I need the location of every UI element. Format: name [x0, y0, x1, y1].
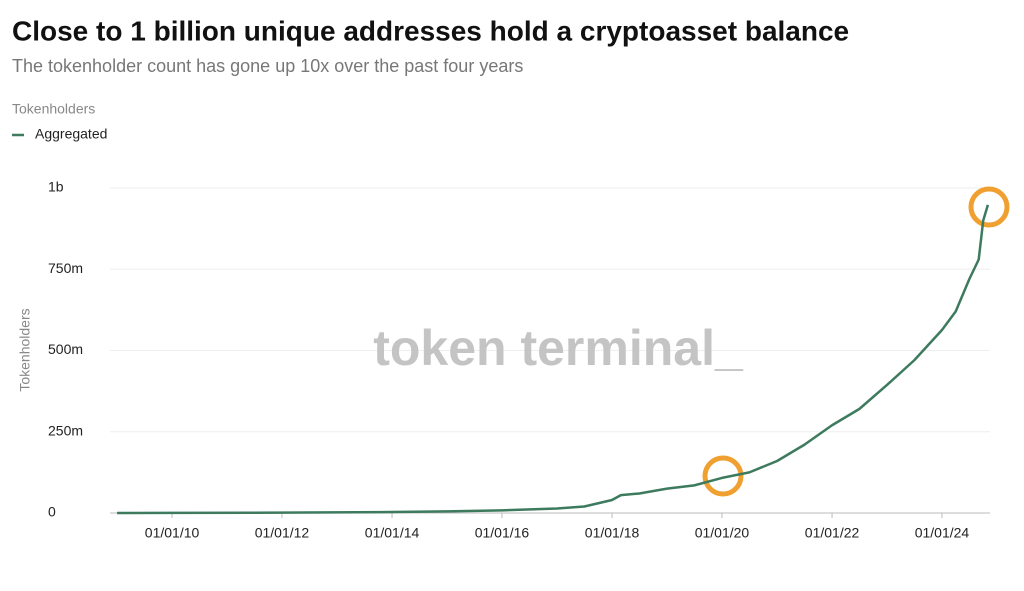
- watermark: token terminal_: [373, 320, 744, 376]
- y-tick-label: 0: [48, 504, 56, 520]
- y-axis-title: Tokenholders: [17, 308, 33, 391]
- x-tick-label: 01/01/16: [475, 525, 530, 541]
- highlight-circle: [702, 455, 744, 497]
- x-tick-label: 01/01/10: [145, 525, 200, 541]
- y-tick-label: 750m: [48, 260, 83, 276]
- x-tick-label: 01/01/22: [805, 525, 860, 541]
- highlight-circle: [968, 186, 1010, 228]
- data-line: [117, 204, 990, 515]
- x-tick-label: 01/01/12: [255, 525, 310, 541]
- y-tick-label: 250m: [48, 422, 83, 438]
- x-tick-label: 01/01/20: [695, 525, 750, 541]
- y-tick-label: 500m: [48, 341, 83, 357]
- legend-label: Aggregated: [35, 126, 107, 142]
- chart-subtitle: The tokenholder count has gone up 10x ov…: [12, 56, 523, 76]
- y-tick-label: 1b: [48, 179, 64, 195]
- chart-title: Close to 1 billion unique addresses hold…: [12, 15, 849, 46]
- x-tick-label: 01/01/18: [585, 525, 640, 541]
- x-tick-label: 01/01/24: [915, 525, 970, 541]
- x-tick-label: 01/01/14: [365, 525, 420, 541]
- legend-title: Tokenholders: [12, 101, 95, 117]
